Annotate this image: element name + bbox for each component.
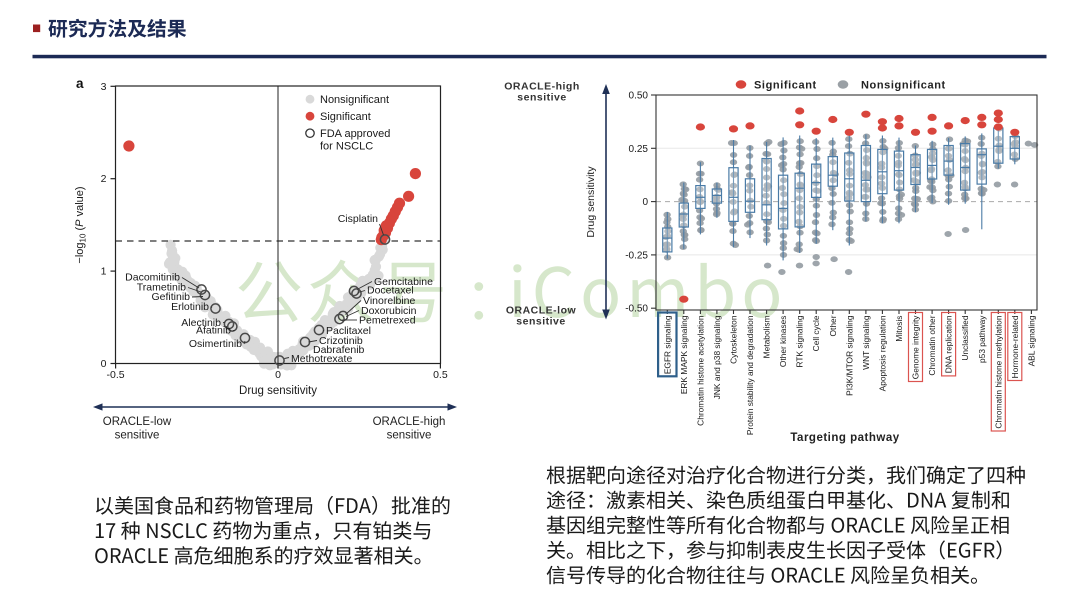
svg-text:sensitive: sensitive [387,430,432,442]
svg-text:Protein stability and degradat: Protein stability and degradation [745,315,755,435]
svg-text:ORACLE-low: ORACLE-low [506,305,577,317]
svg-text:0: 0 [101,358,107,370]
svg-text:JNK and p38 signaling: JNK and p38 signaling [712,315,722,399]
svg-text:DNA replication: DNA replication [944,315,954,373]
svg-text:a: a [76,76,84,91]
svg-text:Afatinib: Afatinib [196,325,231,337]
svg-text:Drug sensitivity: Drug sensitivity [239,385,317,397]
svg-text:ORACLE-high: ORACLE-high [373,416,446,428]
svg-text:ABL signaling: ABL signaling [1026,315,1036,366]
svg-text:Significant: Significant [754,80,817,92]
svg-text:Chromatin histone methylation: Chromatin histone methylation [993,315,1003,428]
svg-text:ERK MAPK signaling: ERK MAPK signaling [679,315,689,394]
svg-text:1: 1 [101,266,107,278]
svg-text:Drug sensitivity: Drug sensitivity [585,166,597,238]
svg-text:for NSCLC: for NSCLC [320,141,373,153]
svg-text:Pemetrexed: Pemetrexed [359,315,416,327]
svg-text:WNT signaling: WNT signaling [861,315,871,370]
svg-text:0.5: 0.5 [433,369,448,381]
svg-text:0: 0 [275,369,281,381]
svg-text:Vinorelbine: Vinorelbine [363,295,416,307]
svg-text:ORACLE-high: ORACLE-high [504,81,580,93]
svg-text:Significant: Significant [320,111,371,123]
svg-text:Nonsignificant: Nonsignificant [861,80,946,92]
svg-text:-0.5: -0.5 [107,369,125,381]
svg-text:Cytoskeleton: Cytoskeleton [729,315,739,364]
svg-text:Other: Other [828,315,838,336]
svg-text:Apoptosis regulation: Apoptosis regulation [877,315,887,391]
svg-text:p53 pathway: p53 pathway [977,315,987,363]
svg-text:Doxorubicin: Doxorubicin [361,305,417,317]
svg-text:Crizotinib: Crizotinib [319,335,363,347]
svg-text:Metabolism: Metabolism [762,315,772,358]
svg-text:Chromatin histone acetylation: Chromatin histone acetylation [695,315,705,426]
svg-text:Alectinib: Alectinib [181,317,221,329]
svg-text:2: 2 [101,173,107,185]
svg-text:sensitive: sensitive [115,430,160,442]
svg-text:Nonsignificant: Nonsignificant [320,94,389,106]
svg-text:Methotrexate: Methotrexate [291,353,352,365]
svg-text:−log10 (P value): −log10 (P value) [74,186,88,263]
svg-text:Dabrafenib: Dabrafenib [313,344,365,356]
svg-text:Gemcitabine: Gemcitabine [374,276,433,288]
svg-text:Trametinib: Trametinib [137,282,186,294]
svg-text:-0.50: -0.50 [625,304,648,315]
svg-text:sensitive: sensitive [517,92,566,104]
svg-text:Other kinases: Other kinases [778,316,788,368]
svg-text:ORACLE-low: ORACLE-low [103,416,172,428]
svg-text:Gefitinib: Gefitinib [151,291,190,303]
svg-text:RTK signaling: RTK signaling [795,315,805,367]
svg-text:-0.25: -0.25 [625,250,648,261]
svg-text:Cell cycle: Cell cycle [811,315,821,351]
svg-text:Targeting pathway: Targeting pathway [790,432,899,444]
svg-text:Cisplatin: Cisplatin [338,213,378,225]
svg-text:EGFR signaling: EGFR signaling [662,315,672,374]
svg-text:Genome integrity: Genome integrity [911,315,921,380]
svg-text:sensitive: sensitive [516,316,565,328]
svg-text:PI3K/MTOR signaling: PI3K/MTOR signaling [844,315,854,396]
svg-text:Hormone-related: Hormone-related [1010,315,1020,378]
svg-text:FDA approved: FDA approved [320,128,390,140]
svg-text:Mitosis: Mitosis [894,316,904,342]
svg-text:3: 3 [101,81,107,93]
svg-text:Unclassified: Unclassified [960,315,970,360]
svg-text:0.50: 0.50 [629,91,649,102]
svg-text:Paclitaxel: Paclitaxel [326,325,371,337]
svg-text:Osimertinib: Osimertinib [189,338,242,350]
svg-text:Erlotinib: Erlotinib [171,301,209,313]
svg-text:Dacomitinib: Dacomitinib [125,272,180,284]
svg-text:0: 0 [642,197,648,208]
svg-text:0.25: 0.25 [629,144,649,155]
svg-text:Docetaxel: Docetaxel [367,285,414,297]
svg-text:Chromatin other: Chromatin other [927,315,937,375]
